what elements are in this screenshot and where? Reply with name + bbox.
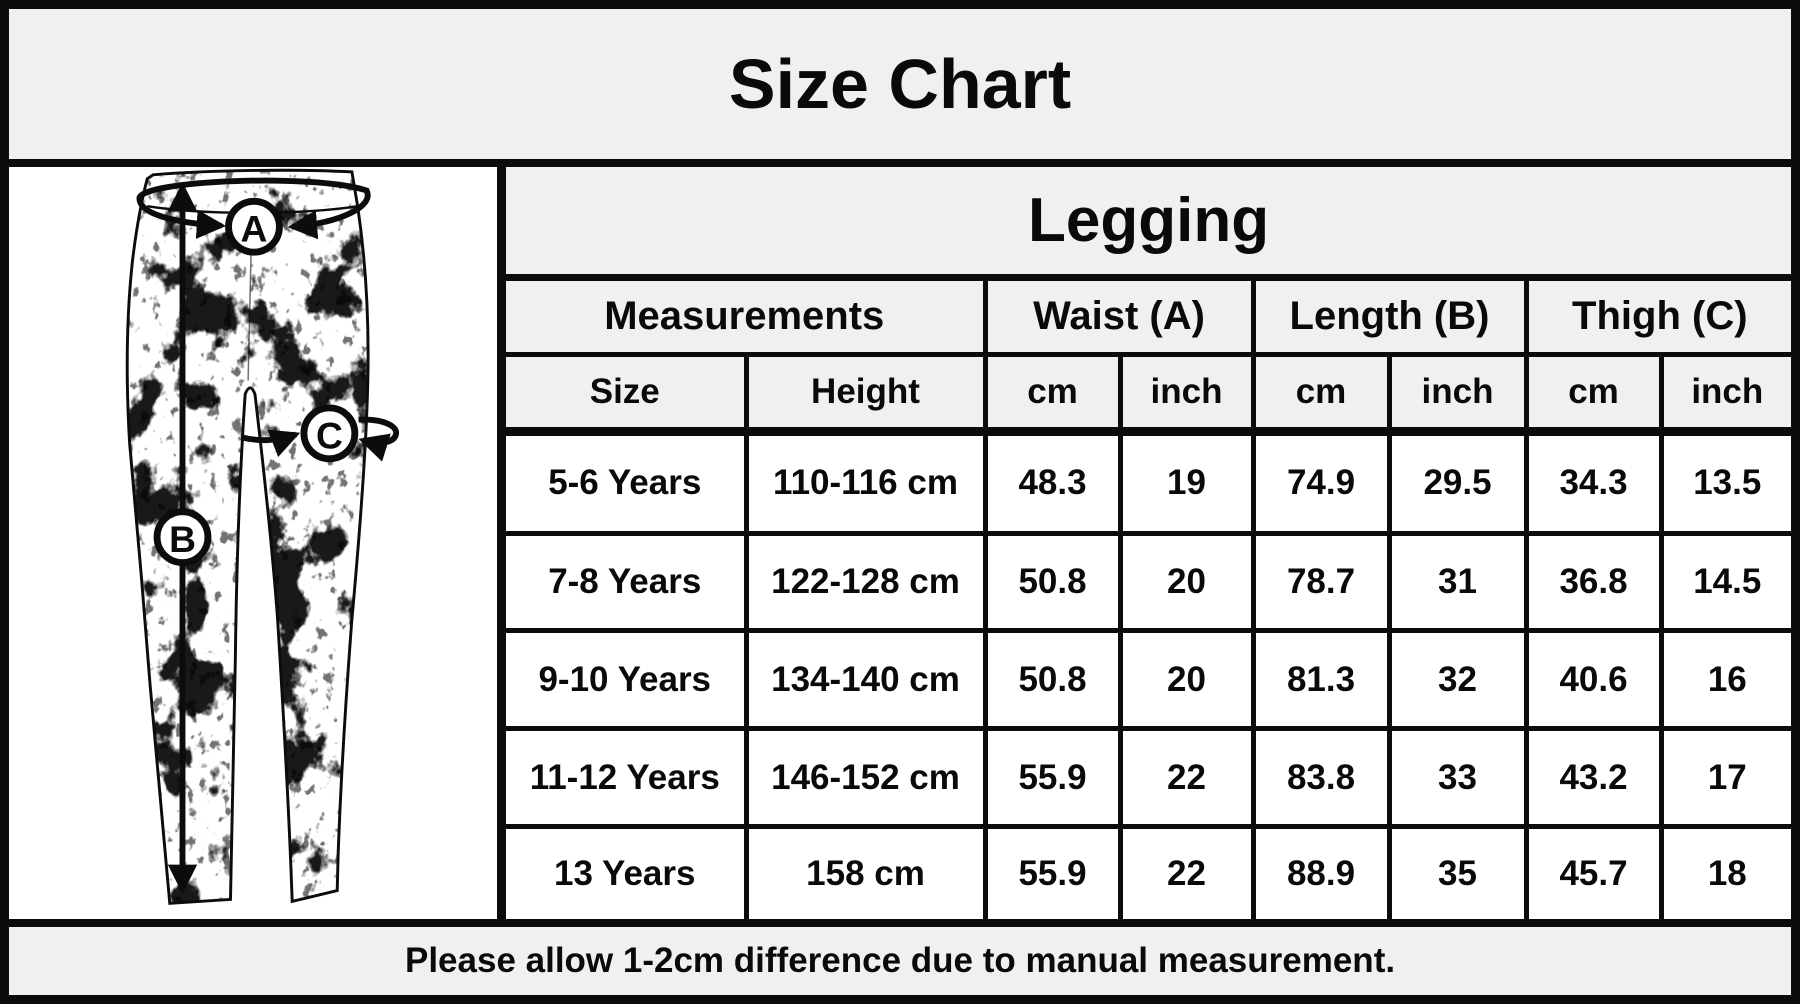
cell-height: 146-152 cm [743,726,988,830]
cell-length-inch: 32 [1386,628,1529,732]
cell-waist-inch: 22 [1117,824,1256,919]
column-header-size: Size [506,351,749,436]
cell-waist-cm: 50.8 [982,530,1123,634]
cell-length-cm: 78.7 [1250,530,1392,634]
column-header-thigh-inch: inch [1658,351,1792,436]
cell-thigh-inch: 16 [1658,628,1792,732]
leggings-illustration-panel: A B C [9,167,506,919]
waist-label-a: A [241,208,268,250]
column-group-length: Length (B) [1250,274,1529,357]
column-header-length-inch: inch [1386,351,1529,436]
waist-label-badge: A [225,197,283,256]
size-table: Legging Measurements Waist (A) Length (B… [506,167,1792,919]
main-area: A B C [9,167,1792,919]
waist-measure-arrow [136,177,371,240]
cell-length-inch: 29.5 [1386,428,1529,536]
table-row-13-years: 13 Years 158 cm 55.9 22 88.9 35 45.7 18 [506,824,1792,919]
cell-length-cm: 81.3 [1250,628,1392,732]
thigh-measure-arrow-left [240,429,301,458]
cell-thigh-cm: 43.2 [1523,726,1664,830]
column-group-measurements: Measurements [506,274,988,357]
cell-height: 158 cm [743,824,988,919]
cell-length-cm: 83.8 [1250,726,1392,830]
cell-height: 122-128 cm [743,530,988,634]
cell-thigh-inch: 14.5 [1658,530,1792,634]
cell-waist-inch: 19 [1117,428,1256,536]
cell-waist-cm: 55.9 [982,824,1123,919]
column-group-waist: Waist (A) [982,274,1256,357]
cell-waist-cm: 55.9 [982,726,1123,830]
column-header-length-cm: cm [1250,351,1392,436]
cell-thigh-cm: 45.7 [1523,824,1664,919]
cell-waist-cm: 48.3 [982,428,1123,536]
cell-thigh-cm: 36.8 [1523,530,1664,634]
cell-length-cm: 74.9 [1250,428,1392,536]
leggings-illustration: A B C [125,168,399,905]
cell-size: 13 Years [506,824,749,919]
length-label-badge: B [153,508,212,567]
cell-size: 5-6 Years [506,428,749,536]
cell-waist-inch: 20 [1117,530,1256,634]
cell-thigh-inch: 18 [1658,824,1792,919]
column-group-thigh: Thigh (C) [1523,274,1792,357]
cell-thigh-inch: 13.5 [1658,428,1792,536]
cell-height: 110-116 cm [743,428,988,536]
table-row-11-12-years: 11-12 Years 146-152 cm 55.9 22 83.8 33 4… [506,726,1792,830]
cell-length-cm: 88.9 [1250,824,1392,919]
cell-waist-inch: 20 [1117,628,1256,732]
leggings-print-texture [127,170,369,904]
table-row-9-10-years: 9-10 Years 134-140 cm 50.8 20 81.3 32 40… [506,628,1792,732]
table-row-5-6-years: 5-6 Years 110-116 cm 48.3 19 74.9 29.5 3… [506,428,1792,536]
cell-length-inch: 31 [1386,530,1529,634]
table-row-7-8-years: 7-8 Years 122-128 cm 50.8 20 78.7 31 36.… [506,530,1792,634]
size-table-panel: Legging Measurements Waist (A) Length (B… [506,167,1792,919]
column-header-thigh-cm: cm [1523,351,1664,436]
cell-length-inch: 35 [1386,824,1529,919]
thigh-label-c: C [316,414,343,456]
column-header-waist-cm: cm [982,351,1123,436]
cell-length-inch: 33 [1386,726,1529,830]
cell-size: 7-8 Years [506,530,749,634]
product-title: Legging [506,167,1792,281]
page-title: Size Chart [9,9,1792,167]
cell-waist-cm: 50.8 [982,628,1123,732]
thigh-measure-arrow-right [358,416,399,462]
cell-thigh-cm: 34.3 [1523,428,1664,536]
cell-thigh-cm: 40.6 [1523,628,1664,732]
cell-thigh-inch: 17 [1658,726,1792,830]
cell-size: 9-10 Years [506,628,749,732]
leggings-outline [125,168,370,905]
column-header-waist-inch: inch [1117,351,1256,436]
cell-height: 134-140 cm [743,628,988,732]
column-header-height: Height [743,351,988,436]
cell-size: 11-12 Years [506,726,749,830]
thigh-label-badge: C [300,404,359,463]
length-label-b: B [169,518,196,560]
measurement-disclaimer: Please allow 1-2cm difference due to man… [9,919,1792,995]
cell-waist-inch: 22 [1117,726,1256,830]
